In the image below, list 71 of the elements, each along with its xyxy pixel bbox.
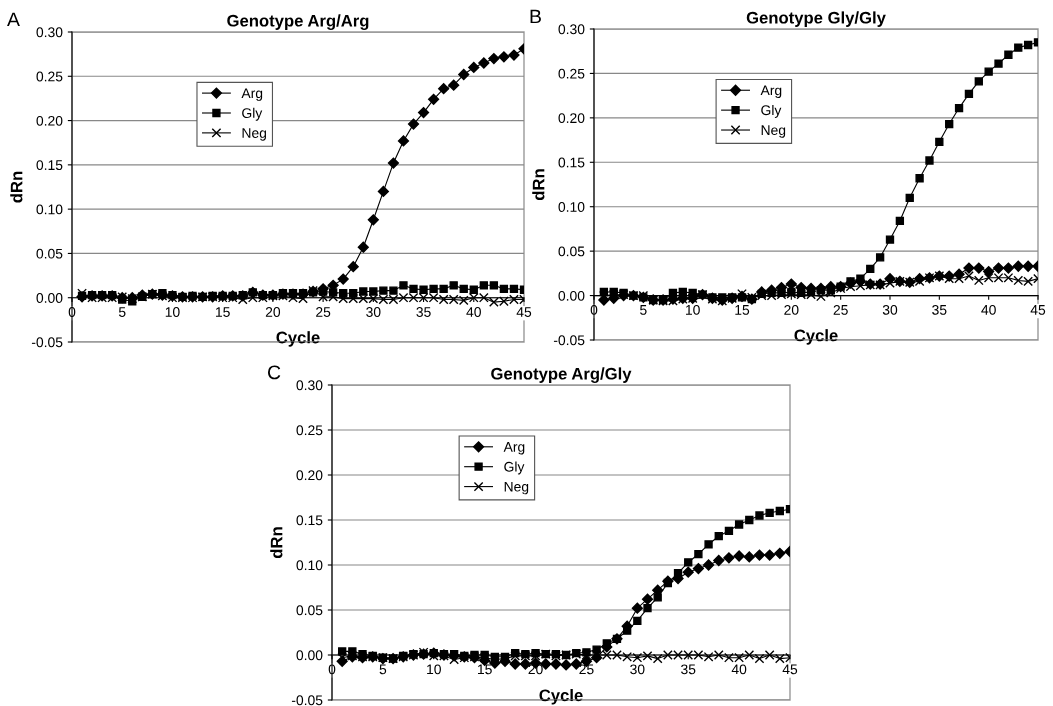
x-tick-label: 15 — [735, 305, 750, 315]
x-tick-label: 30 — [366, 307, 381, 317]
x-tick-label: 45 — [782, 664, 798, 675]
y-tick-label: 0.25 — [558, 68, 585, 79]
x-tick-label: 35 — [416, 307, 431, 317]
y-tick-label: 0.15 — [296, 515, 323, 526]
x-tick-label: 30 — [882, 304, 898, 315]
x-tick-label: 45 — [1030, 305, 1046, 315]
y-tick-label: 0.00 — [558, 290, 585, 301]
x-tick-label: 35 — [681, 664, 696, 675]
x-tick-label: 20 — [265, 307, 281, 317]
x-tick-label: 20 — [784, 304, 799, 315]
x-axis-title: Cycle — [276, 331, 320, 347]
legend-label: Gly — [242, 107, 263, 121]
chart-title: Genotype Arg/Gly — [491, 367, 632, 383]
y-axis-title: dRn — [532, 169, 545, 201]
y-tick-label: 0.00 — [36, 293, 63, 303]
x-tick-label: 35 — [932, 304, 947, 315]
x-tick-label: 40 — [731, 664, 747, 675]
legend-label: Arg — [503, 442, 525, 455]
y-tick-label: 0.10 — [296, 560, 323, 571]
x-axis-title: Cycle — [794, 329, 838, 345]
x-axis-title: Cycle — [539, 688, 583, 705]
x-tick-label: 25 — [579, 664, 594, 675]
y-tick-label: 0.15 — [558, 157, 585, 168]
x-tick-label: 10 — [165, 307, 180, 317]
y-tick-label: 0.25 — [36, 71, 63, 82]
y-tick-label: 0.10 — [36, 204, 63, 215]
y-tick-label: 0.00 — [296, 650, 323, 661]
y-tick-label: -0.05 — [31, 337, 63, 348]
legend-label: Neg — [504, 481, 529, 495]
x-tick-label: 45 — [516, 307, 532, 317]
x-tick-label: 25 — [833, 304, 848, 315]
chart-title: Genotype Arg/Arg — [227, 14, 369, 30]
x-tick-label: 40 — [981, 304, 996, 315]
x-tick-label: 5 — [118, 307, 126, 317]
legend-label: Arg — [241, 88, 263, 101]
legend-label: Neg — [761, 125, 786, 138]
legend-label: Gly — [761, 104, 782, 118]
x-tick-label: 15 — [216, 307, 230, 317]
y-tick-label: -0.05 — [553, 335, 585, 346]
y-tick-label: 0.25 — [296, 425, 323, 436]
x-tick-label: 30 — [630, 664, 645, 675]
y-tick-label: 0.05 — [36, 248, 63, 259]
x-tick-label: 10 — [427, 664, 441, 675]
y-tick-label: 0.30 — [558, 24, 585, 35]
y-tick-label: 0.15 — [36, 160, 63, 171]
y-tick-label: 0.30 — [296, 380, 323, 391]
y-axis-title: dRn — [270, 527, 283, 559]
text: A — [7, 12, 20, 27]
y-tick-label: -0.05 — [291, 695, 323, 706]
chart-title: Genotype Gly/Gly — [746, 11, 886, 27]
y-tick-label: 0.05 — [558, 246, 585, 257]
x-tick-label: 15 — [478, 664, 492, 675]
legend-label: Neg — [242, 128, 267, 141]
x-tick-label: 25 — [316, 307, 331, 317]
legend-label: Gly — [504, 461, 525, 475]
text: B — [530, 9, 541, 24]
legend-label: Arg — [760, 85, 782, 98]
x-tick-label: 5 — [379, 664, 387, 675]
x-tick-label: 5 — [640, 305, 647, 315]
text: C — [267, 365, 281, 380]
y-tick-label: 0.10 — [558, 202, 585, 212]
y-tick-label: 0.20 — [558, 113, 585, 124]
y-tick-label: 0.05 — [296, 605, 323, 616]
y-tick-label: 0.20 — [36, 115, 63, 126]
x-tick-label: 10 — [686, 304, 700, 315]
x-tick-label: 40 — [466, 307, 481, 317]
y-axis-title: dRn — [10, 171, 23, 203]
y-tick-label: 0.30 — [36, 27, 63, 38]
y-tick-label: 0.20 — [296, 470, 323, 481]
